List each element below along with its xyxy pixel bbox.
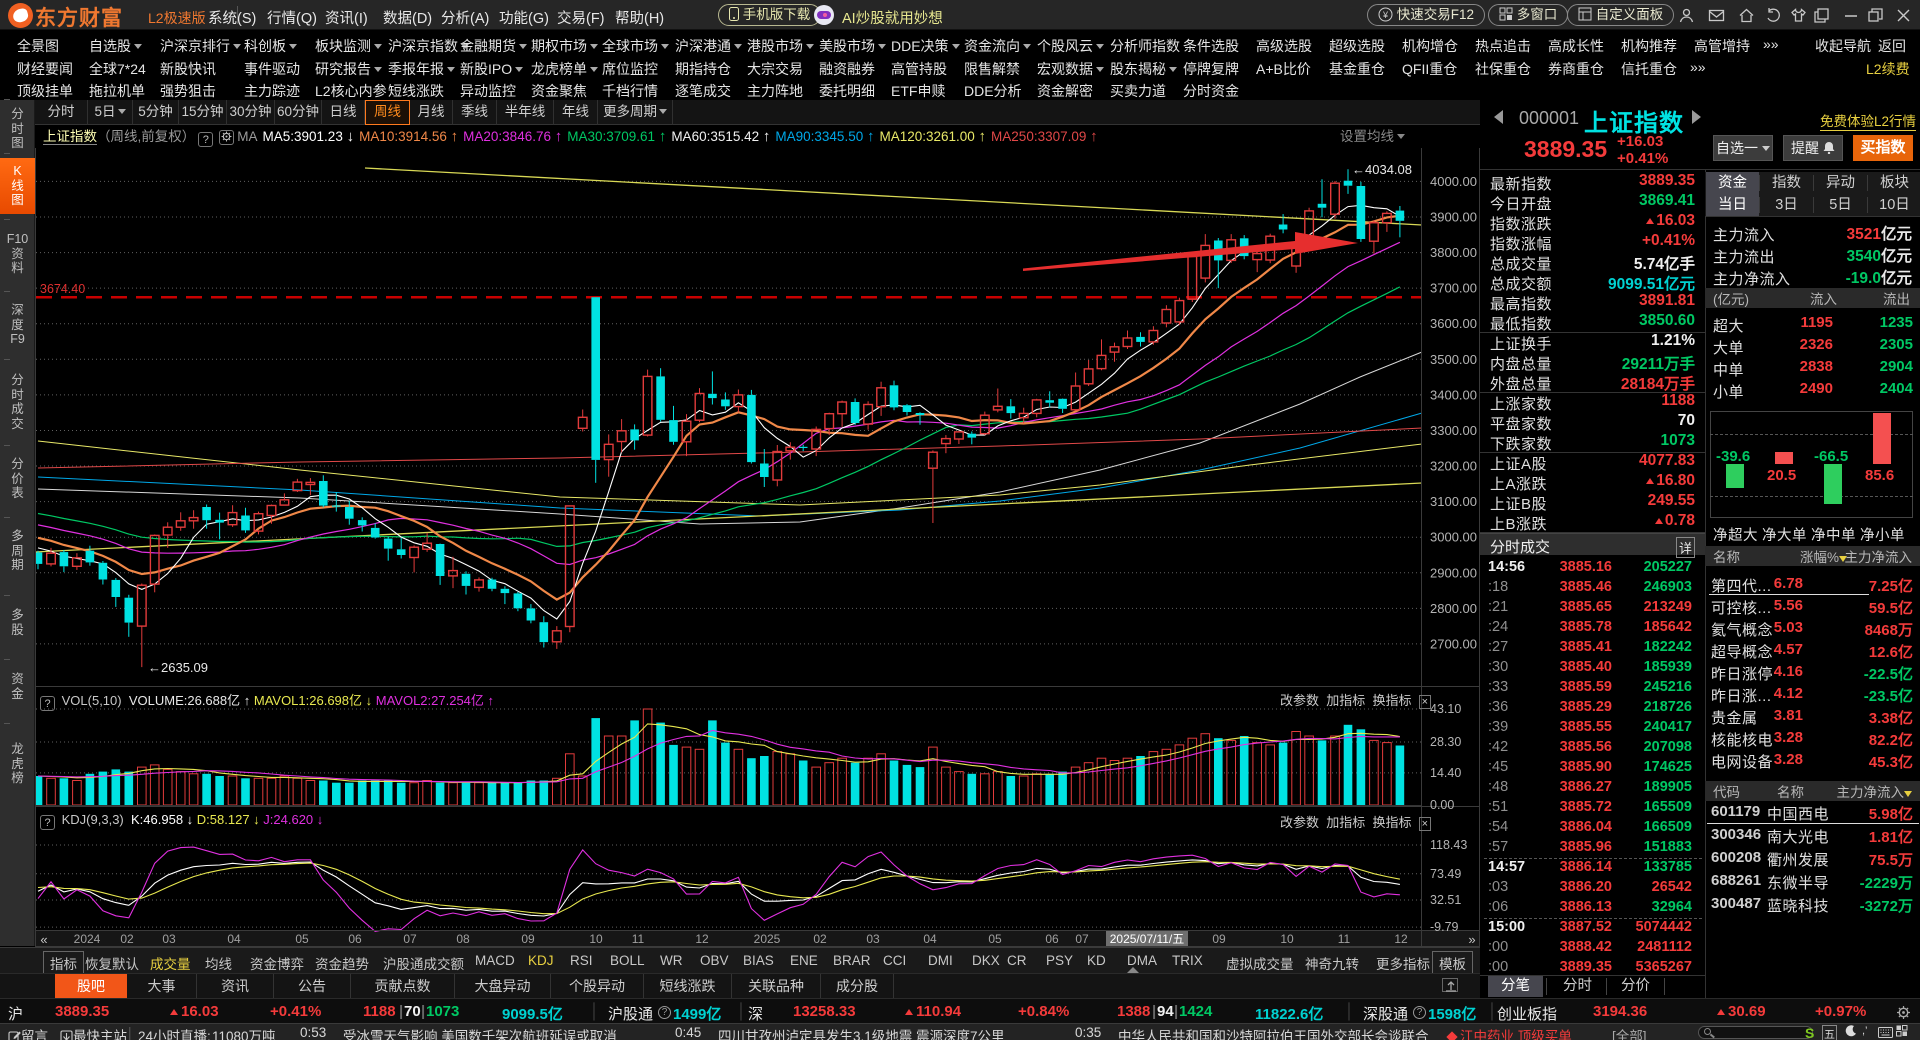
svg-text:2024: 2024 <box>74 932 101 946</box>
svg-text:05: 05 <box>988 932 1002 946</box>
svg-text:3674.40: 3674.40 <box>40 282 85 296</box>
svg-text:3800.00: 3800.00 <box>1430 245 1477 260</box>
svg-text:12: 12 <box>1394 932 1408 946</box>
svg-text:10: 10 <box>1280 932 1294 946</box>
svg-text:06: 06 <box>348 932 362 946</box>
svg-text:11: 11 <box>1338 932 1351 946</box>
svg-text:28.30: 28.30 <box>1430 735 1461 749</box>
svg-text:05: 05 <box>295 932 309 946</box>
svg-text:11: 11 <box>632 932 645 946</box>
svg-text:»: » <box>1468 932 1475 947</box>
svg-text:←2635.09: ←2635.09 <box>148 660 208 675</box>
svg-text:09: 09 <box>521 932 535 946</box>
svg-text:08: 08 <box>456 932 470 946</box>
svg-text:03: 03 <box>866 932 880 946</box>
svg-text:3200.00: 3200.00 <box>1430 459 1477 474</box>
svg-text:3300.00: 3300.00 <box>1430 423 1477 438</box>
svg-text:«: « <box>40 932 47 947</box>
svg-text:2025: 2025 <box>754 932 781 946</box>
svg-text:02: 02 <box>120 932 134 946</box>
svg-text:←4034.08: ←4034.08 <box>1352 162 1412 177</box>
svg-text:3500.00: 3500.00 <box>1430 352 1477 367</box>
svg-text:3000.00: 3000.00 <box>1430 530 1477 545</box>
svg-text:2700.00: 2700.00 <box>1430 636 1477 651</box>
svg-text:2900.00: 2900.00 <box>1430 565 1477 580</box>
svg-text:2800.00: 2800.00 <box>1430 601 1477 616</box>
svg-text:04: 04 <box>227 932 241 946</box>
svg-text:14.40: 14.40 <box>1430 766 1461 780</box>
svg-text:-9.79: -9.79 <box>1430 920 1459 934</box>
svg-text:12: 12 <box>695 932 709 946</box>
svg-text:73.49: 73.49 <box>1430 867 1461 881</box>
svg-text:3100.00: 3100.00 <box>1430 494 1477 509</box>
svg-text:07: 07 <box>1075 932 1089 946</box>
svg-text:10: 10 <box>589 932 603 946</box>
svg-text:2025/07/11/五: 2025/07/11/五 <box>1110 932 1185 946</box>
svg-text:09: 09 <box>1212 932 1226 946</box>
svg-text:118.43: 118.43 <box>1430 838 1467 852</box>
svg-text:02: 02 <box>813 932 827 946</box>
svg-text:43.10: 43.10 <box>1430 702 1461 716</box>
svg-text:03: 03 <box>162 932 176 946</box>
svg-text:4000.00: 4000.00 <box>1430 174 1477 189</box>
svg-text:32.51: 32.51 <box>1430 893 1461 907</box>
svg-text:07: 07 <box>403 932 417 946</box>
svg-text:0.00: 0.00 <box>1430 798 1454 812</box>
svg-text:3600.00: 3600.00 <box>1430 316 1477 331</box>
svg-text:¥: ¥ <box>1382 10 1389 20</box>
svg-text:3900.00: 3900.00 <box>1430 210 1477 225</box>
svg-text:04: 04 <box>923 932 937 946</box>
svg-text:3700.00: 3700.00 <box>1430 281 1477 296</box>
svg-text:06: 06 <box>1045 932 1059 946</box>
svg-text:3400.00: 3400.00 <box>1430 387 1477 402</box>
